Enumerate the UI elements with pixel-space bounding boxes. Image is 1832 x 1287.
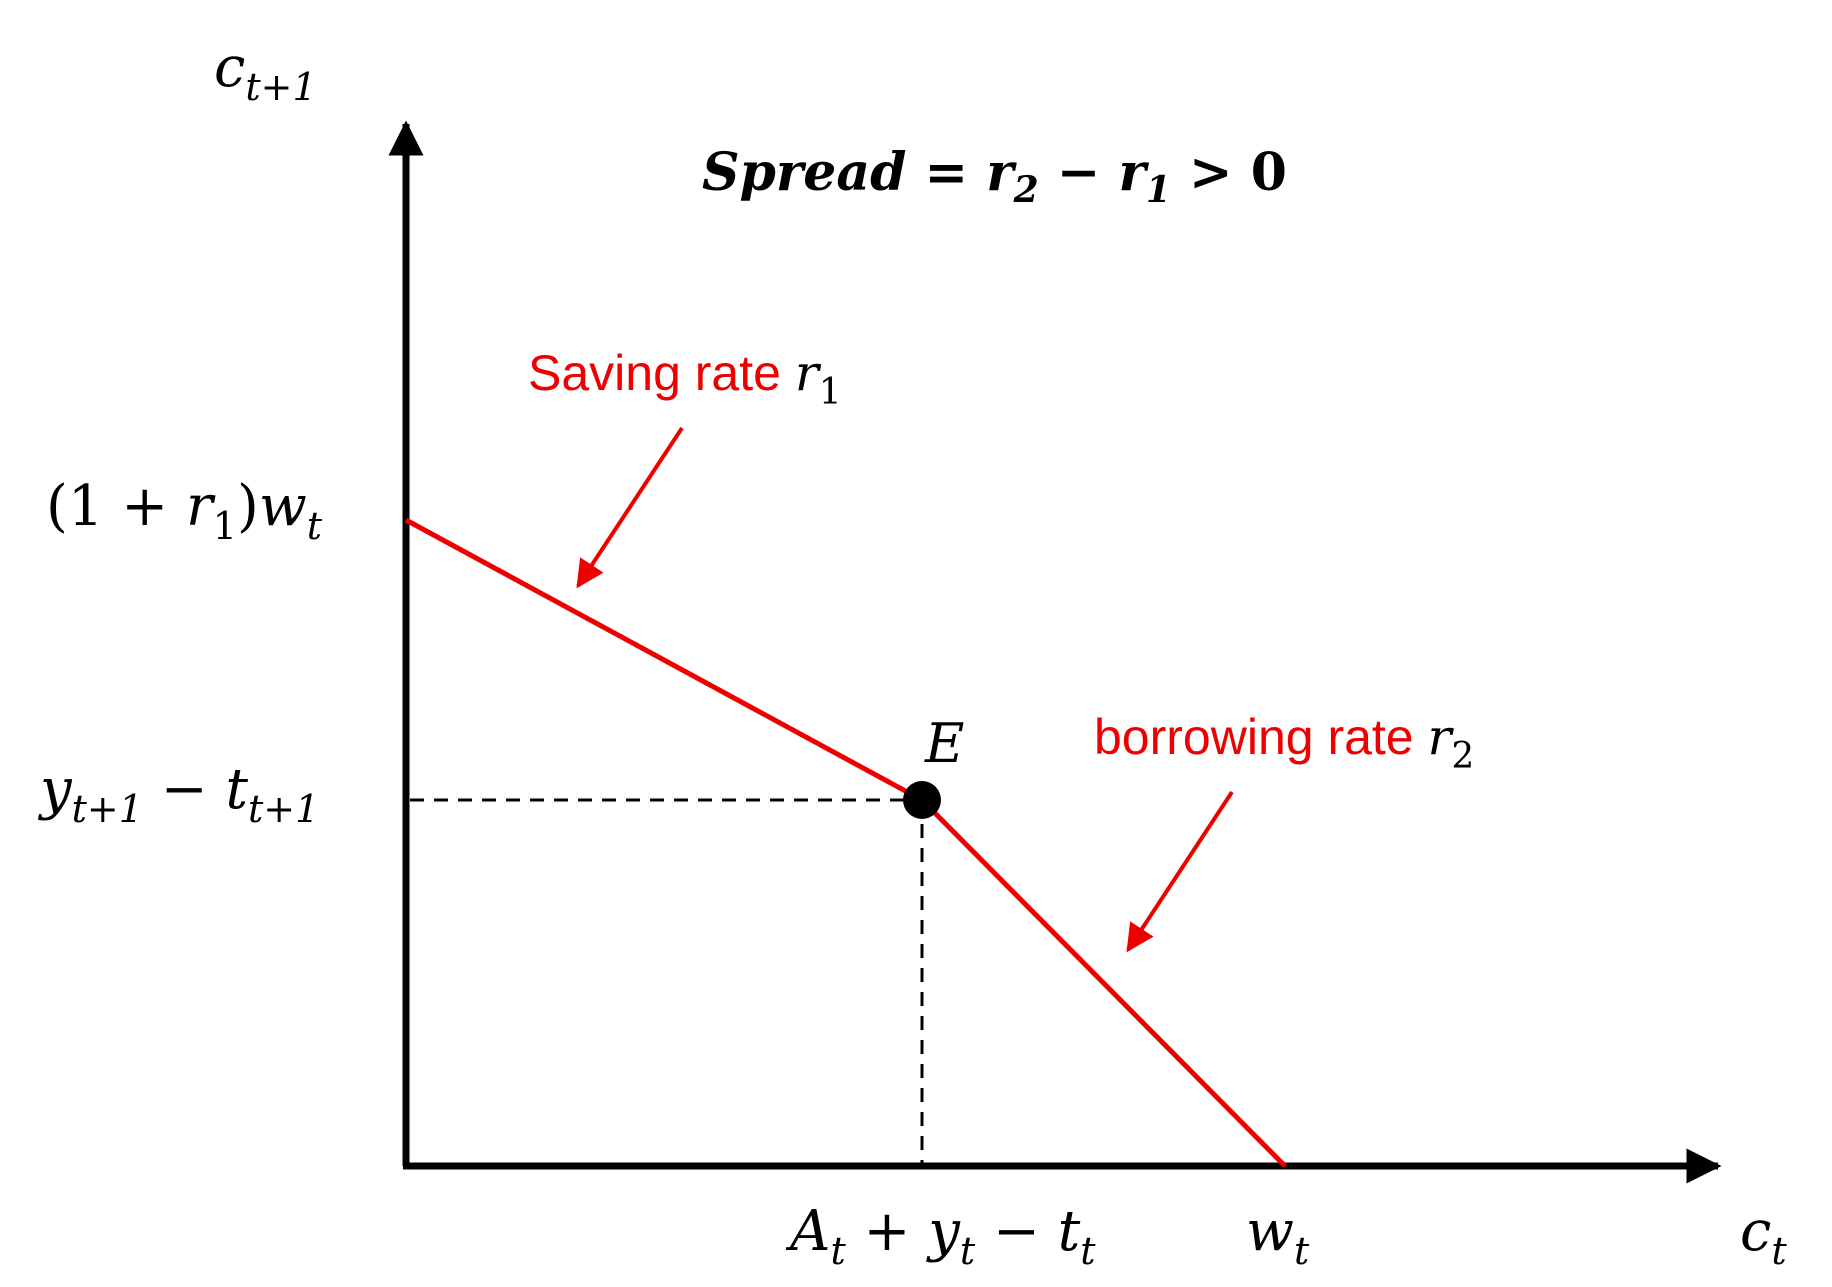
y-axis-label: ct+1: [214, 35, 317, 109]
borrowing-rate-annotation: borrowing rate r2: [1094, 708, 1474, 777]
spread-equation: Spread = r2 − r1 > 0: [702, 142, 1287, 211]
borrowing-rate-arrow: [1126, 790, 1234, 953]
y-tick-future-income: yt+1 − tt+1: [37, 757, 319, 831]
budget-line: [404, 517, 1287, 1168]
y-tick-max-future-consumption: (1 + r1)wt: [46, 474, 323, 548]
x-tick-wealth: wt: [1246, 1199, 1310, 1273]
saving-rate-annotation: Saving rate r1: [528, 344, 842, 413]
x-axis-label: ct: [1740, 1199, 1787, 1273]
equilibrium-point: [903, 781, 941, 819]
x-tick-current-resources: At + yt − tt: [785, 1199, 1096, 1273]
point-label-e: E: [924, 712, 964, 775]
saving-rate-arrow: [576, 426, 684, 589]
